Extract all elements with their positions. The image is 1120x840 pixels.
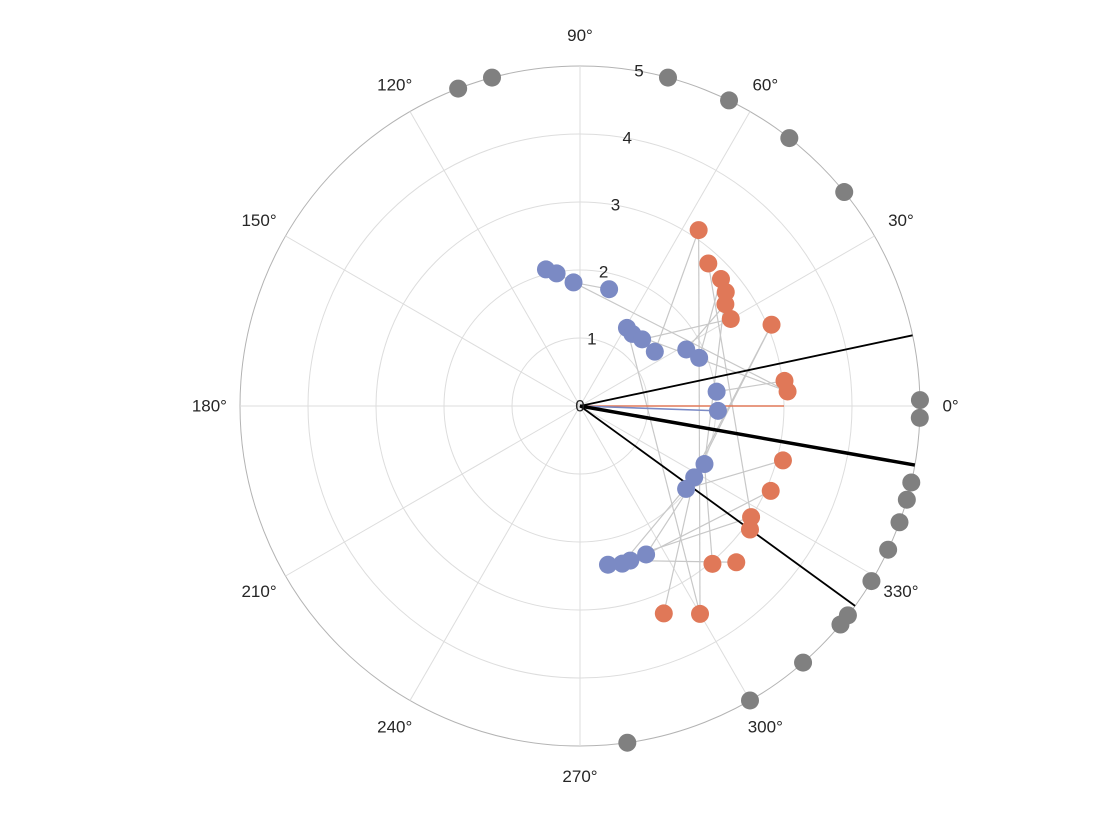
theta-tick-label: 240° [377, 717, 412, 736]
orange-data-point [691, 604, 710, 623]
blue-data-point [707, 382, 726, 401]
polar-grid [239, 65, 921, 747]
theta-tick-label: 30° [888, 211, 914, 230]
r-tick-label: 5 [634, 62, 643, 81]
grid-spoke [285, 235, 581, 407]
grid-spoke [579, 405, 875, 577]
grid-spoke [579, 405, 751, 701]
boundary-line [579, 405, 856, 607]
gray-data-point [741, 691, 759, 710]
blue-data-point [600, 280, 619, 299]
theta-tick-label: 120° [377, 76, 412, 95]
connector-line [573, 281, 788, 393]
gray-data-point [862, 572, 881, 591]
r-tick-label: 3 [611, 196, 620, 215]
theta-tick-label: 90° [567, 26, 593, 45]
boundary-line [579, 334, 913, 407]
r-tick-label: 2 [599, 263, 608, 282]
connector-line [645, 490, 771, 556]
gray-data-point [910, 408, 929, 427]
grid-spoke [409, 111, 581, 407]
theta-tick-label: 270° [562, 767, 597, 786]
gray-data-point [449, 79, 468, 98]
r-tick-label: 4 [622, 129, 631, 148]
orange-data-point [727, 553, 746, 572]
reference-lines [579, 334, 916, 607]
theta-tick-label: 330° [883, 582, 918, 601]
gray-data-point [902, 473, 921, 492]
blue-data-point [564, 273, 583, 292]
gray-data-point [780, 129, 799, 148]
grid-spoke [285, 405, 581, 577]
orange-data-point [778, 382, 797, 401]
blue-data-point [598, 555, 617, 574]
gray-data-point [483, 68, 502, 87]
orange-data-point [761, 481, 780, 500]
blue-reference-line [579, 405, 716, 412]
data-points [449, 68, 929, 752]
grid-spoke [409, 405, 581, 701]
connector-line [707, 263, 752, 518]
blue-data-point [677, 479, 696, 498]
connector-line [703, 464, 714, 564]
gray-data-point [618, 733, 637, 752]
blue-data-point [645, 342, 664, 361]
theta-tick-label: 180° [192, 397, 227, 416]
orange-data-point [740, 520, 759, 539]
orange-data-point [762, 315, 781, 334]
theta-tick-label: 0° [942, 397, 958, 416]
orange-data-point [716, 295, 735, 314]
blue-data-point [547, 264, 566, 283]
blue-data-point [690, 348, 709, 367]
gray-data-point [835, 183, 854, 202]
connector-line [626, 327, 701, 615]
gray-data-point [890, 513, 909, 532]
blue-data-point [637, 545, 656, 564]
connector-line [654, 229, 700, 352]
connector-line [698, 230, 701, 614]
connector-line [716, 380, 785, 393]
grid-spoke [579, 111, 751, 407]
orange-data-point [689, 221, 708, 240]
orange-data-point [703, 554, 722, 573]
gray-data-point [794, 653, 813, 672]
theta-tick-label: 210° [241, 582, 276, 601]
orange-data-point [654, 604, 673, 623]
connector-line [685, 303, 726, 350]
blue-data-point [695, 455, 714, 474]
r-tick-label: 0 [575, 397, 584, 416]
theta-tick-label: 60° [752, 76, 778, 95]
gray-data-point [658, 68, 677, 87]
gray-data-point [831, 615, 850, 634]
connector-line [642, 318, 731, 340]
blue-data-point [613, 554, 632, 573]
theta-tick-label: 150° [241, 211, 276, 230]
blue-data-point [633, 330, 652, 349]
axis-labels: 0° 30° 60° 90° 120° 150° 180° 210° 240° 270° 300° 3… [192, 26, 959, 786]
orange-data-point [773, 451, 792, 470]
blue-data-point [677, 340, 696, 359]
gray-data-point [879, 540, 898, 559]
orange-data-point [699, 254, 718, 273]
gray-data-point [720, 91, 739, 110]
boundary-line [579, 404, 916, 467]
blue-data-point [708, 401, 727, 420]
gray-data-point [910, 391, 929, 410]
r-tick-label: 1 [587, 330, 596, 349]
theta-tick-label: 300° [748, 717, 783, 736]
gray-data-point [897, 490, 916, 509]
connector-line [663, 477, 695, 614]
orange-data-point [721, 309, 740, 328]
connector-line [685, 459, 784, 490]
